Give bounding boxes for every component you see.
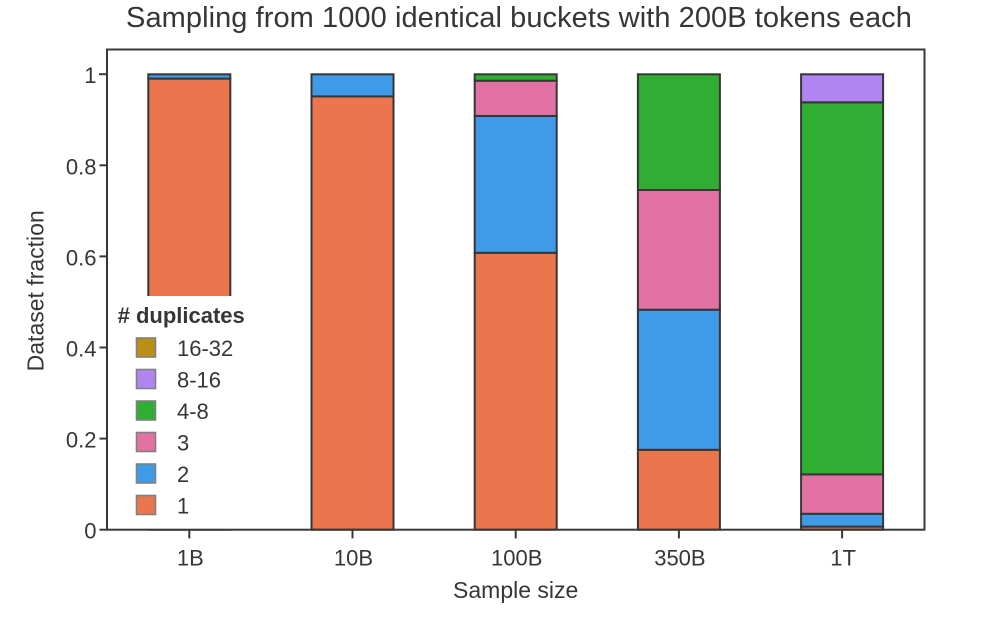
svg-text:# duplicates: # duplicates — [118, 303, 245, 328]
svg-text:Sampling from 1000 identical b: Sampling from 1000 identical buckets wit… — [126, 2, 912, 34]
svg-text:16-32: 16-32 — [177, 336, 233, 361]
svg-text:Sample size: Sample size — [453, 577, 578, 603]
svg-text:0: 0 — [84, 519, 96, 544]
svg-text:Dataset fraction: Dataset fraction — [23, 210, 49, 371]
svg-text:1T: 1T — [830, 545, 856, 570]
svg-text:0.8: 0.8 — [66, 154, 97, 179]
svg-text:1: 1 — [84, 63, 96, 88]
svg-text:2: 2 — [177, 462, 189, 487]
svg-text:0.6: 0.6 — [66, 245, 97, 270]
svg-text:100B: 100B — [491, 545, 542, 570]
svg-text:3: 3 — [177, 430, 189, 455]
svg-text:1B: 1B — [177, 545, 204, 570]
svg-text:350B: 350B — [654, 545, 705, 570]
svg-text:1: 1 — [177, 493, 189, 518]
svg-text:0.2: 0.2 — [66, 428, 97, 453]
svg-text:4-8: 4-8 — [177, 399, 209, 424]
svg-text:8-16: 8-16 — [177, 367, 221, 392]
svg-text:0.4: 0.4 — [66, 337, 97, 362]
svg-text:10B: 10B — [334, 545, 373, 570]
